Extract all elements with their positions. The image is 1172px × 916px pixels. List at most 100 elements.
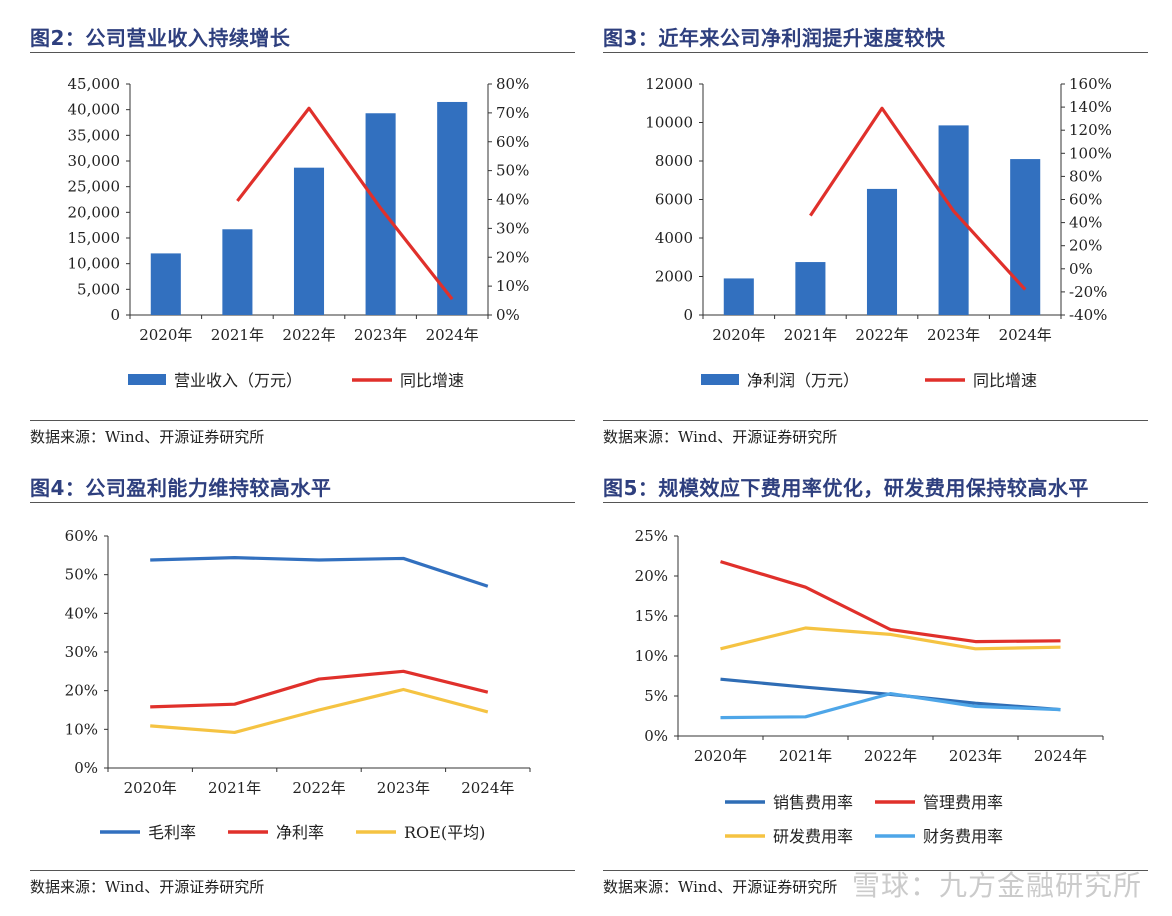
chart-panel-revenue: 图2：公司营业收入持续增长 0 5,000 10,000 15,000 20,000 25… (30, 22, 575, 452)
legend-label: 营业收入（万元） (174, 371, 302, 390)
chart-title: 图4：公司盈利能力维持较高水平 (30, 476, 332, 500)
watermark: 雪球：九方金融研究所 (851, 869, 1142, 902)
x-tick-label: 2020年 (694, 747, 747, 765)
y-tick-label: 2000 (655, 268, 693, 286)
y-tick-label: 10% (65, 720, 98, 738)
net-profit-chart: 0 2000 4000 6000 8000 10000 12000 -40% -20% 0% 20%… (645, 75, 1112, 390)
x-tick-label: 2023年 (927, 326, 980, 344)
y2-tick-label: 0% (1069, 260, 1093, 278)
source-note: 数据来源：Wind、开源证券研究所 (30, 428, 265, 446)
bar (222, 229, 253, 315)
series-line (720, 692, 1061, 720)
x-tick-label: 2024年 (1034, 747, 1087, 765)
y-tick-label: 12000 (645, 75, 693, 93)
legend-swatch-bar (128, 374, 166, 385)
source-note: 数据来源：Wind、开源证券研究所 (603, 428, 838, 446)
bar (293, 167, 325, 315)
y2-tick-label: 70% (496, 104, 529, 122)
y2-tick-label: 120% (1069, 121, 1112, 139)
x-tick-label: 2023年 (377, 779, 430, 797)
chart-panel-expense-ratios: 图5：规模效应下费用率优化，研发费用保持较高水平 0% 5% 10% 15% 20% 25… (603, 472, 1148, 902)
expense-ratio-chart: 0% 5% 10% 15% 20% 25% 2020年 2021年 2022年 2023年 2024… (635, 527, 1104, 846)
series-line (720, 626, 1061, 651)
legend-swatch-bar (701, 374, 739, 385)
y2-tick-label: 60% (496, 133, 529, 151)
y-tick-label: 60% (65, 527, 98, 545)
y-tick-label: 8000 (655, 152, 693, 170)
y-tick-label: 25,000 (68, 178, 121, 196)
y2-tick-label: 20% (1069, 237, 1102, 255)
y2-tick-label: -40% (1069, 306, 1107, 324)
y2-tick-label: 160% (1069, 75, 1112, 93)
x-tick-label: 2023年 (949, 747, 1002, 765)
y2-tick-label: 40% (496, 191, 529, 209)
bar (938, 125, 969, 315)
y2-tick-label: 50% (496, 162, 529, 180)
y2-tick-label: 80% (1069, 167, 1102, 185)
source-rule (603, 420, 1148, 421)
series-line (720, 560, 1061, 644)
source-rule (603, 870, 1148, 871)
y-tick-label: 50% (65, 566, 98, 584)
growth-line (236, 106, 454, 301)
x-tick-label: 2020年 (124, 779, 177, 797)
series-line (150, 669, 489, 709)
y2-tick-label: 10% (496, 277, 529, 295)
growth-line (809, 106, 1027, 291)
x-tick-label: 2022年 (864, 747, 917, 765)
y-tick-label: 15,000 (68, 229, 121, 247)
y-tick-label: 10% (635, 647, 668, 665)
x-tick-label: 2022年 (855, 326, 908, 344)
legend-label: 研发费用率 (773, 827, 853, 846)
revenue-chart: 0 5,000 10,000 15,000 20,000 25,000 30,000 35,0… (68, 75, 530, 390)
x-tick-label: 2024年 (426, 326, 479, 344)
y-tick-label: 30,000 (68, 152, 121, 170)
y2-tick-label: 40% (1069, 214, 1102, 232)
y-tick-label: 20% (635, 567, 668, 585)
y-tick-label: 10,000 (68, 255, 121, 273)
y-tick-label: 40% (65, 604, 98, 622)
x-tick-label: 2020年 (139, 326, 192, 344)
x-tick-label: 2021年 (779, 747, 832, 765)
bar (795, 262, 826, 315)
y-tick-label: 4000 (655, 229, 693, 247)
title-rule (603, 502, 1148, 503)
x-tick-label: 2021年 (211, 326, 264, 344)
legend-label: 同比增速 (973, 371, 1037, 390)
legend-label: 毛利率 (148, 823, 196, 842)
bar (1010, 159, 1041, 315)
bar (866, 188, 898, 315)
x-tick-label: 2022年 (282, 326, 335, 344)
title-rule (30, 502, 575, 503)
y2-tick-label: 140% (1069, 98, 1112, 116)
y-tick-label: 6000 (655, 191, 693, 209)
chart-title: 图2：公司营业收入持续增长 (30, 26, 291, 50)
legend-label: ROE(平均) (404, 823, 485, 842)
bar (723, 278, 754, 315)
bar (365, 113, 396, 315)
y-tick-label: 5% (644, 687, 668, 705)
source-note: 数据来源：Wind、开源证券研究所 (603, 878, 838, 896)
x-tick-label: 2021年 (208, 779, 261, 797)
x-tick-label: 2021年 (784, 326, 837, 344)
series-line (150, 556, 489, 588)
y2-tick-label: -20% (1069, 283, 1107, 301)
series-line (150, 687, 489, 735)
legend-label: 净利率 (276, 823, 324, 842)
bar (437, 101, 468, 315)
y-tick-label: 0% (74, 759, 98, 777)
y2-tick-label: 100% (1069, 144, 1112, 162)
chart-panel-profitability: 图4：公司盈利能力维持较高水平 0% 10% 20% 30% 40% 50% 60% 2020… (30, 472, 575, 902)
chart-title: 图3：近年来公司净利润提升速度较快 (603, 26, 946, 50)
y-tick-label: 20,000 (68, 203, 121, 221)
y-tick-label: 30% (65, 643, 98, 661)
y2-tick-label: 30% (496, 219, 529, 237)
bar (150, 253, 181, 315)
chart-title: 图5：规模效应下费用率优化，研发费用保持较高水平 (603, 476, 1089, 500)
y2-tick-label: 60% (1069, 191, 1102, 209)
source-rule (30, 420, 575, 421)
chart-panel-net-profit: 图3：近年来公司净利润提升速度较快 0 2000 4000 6000 8000 10000… (603, 22, 1148, 452)
y2-tick-label: 20% (496, 248, 529, 266)
legend-label: 销售费用率 (773, 793, 853, 812)
y-tick-label: 20% (65, 682, 98, 700)
